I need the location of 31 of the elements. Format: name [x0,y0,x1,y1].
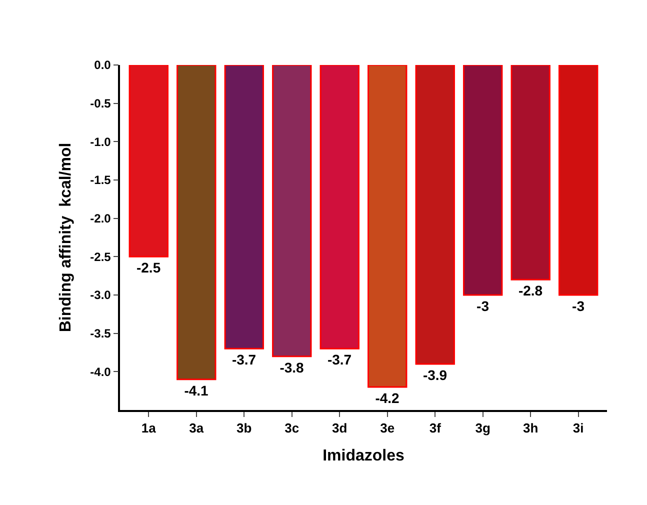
y-tick-label: -0.5 [90,96,112,111]
y-tick-label: -4.0 [90,364,112,379]
x-tick-label: 3f [429,420,442,436]
data-label: -3.7 [232,352,256,368]
x-tick-label: 3d [332,420,348,436]
data-label: -3 [572,298,585,314]
data-label: -3.9 [422,367,448,383]
x-tick-label: 3a [189,420,204,436]
data-label: -3.8 [280,359,304,376]
y-tick-label: -1.0 [90,134,112,149]
y-tick-label: -3.5 [90,326,112,341]
x-tick-label: 3b [236,420,252,436]
data-label: -3 [476,298,490,314]
y-tick-label: 0.0 [94,58,112,72]
y-tick-label: -2.5 [90,250,112,264]
x-tick-label: 1a [141,420,157,436]
x-tick-label: 3e [380,420,395,436]
data-label: -2.8 [518,282,543,299]
y-tick-label: -2.0 [90,212,112,226]
data-label: -2.5 [136,260,161,276]
data-label: -4.1 [184,382,209,398]
x-tick-label: 3g [475,420,491,436]
x-tick-label: 3i [572,420,584,436]
data-label: -4.2 [375,390,400,406]
y-tick-label: -3.0 [90,288,112,302]
x-tick-label: 3h [523,420,538,436]
x-axis-title: Imidazoles [322,448,404,465]
y-axis-title: Binding affinity kcal/mol [58,142,75,332]
data-label: -3.7 [327,352,352,368]
y-tick-label: -1.5 [90,173,112,188]
x-tick-label: 3c [284,420,300,436]
